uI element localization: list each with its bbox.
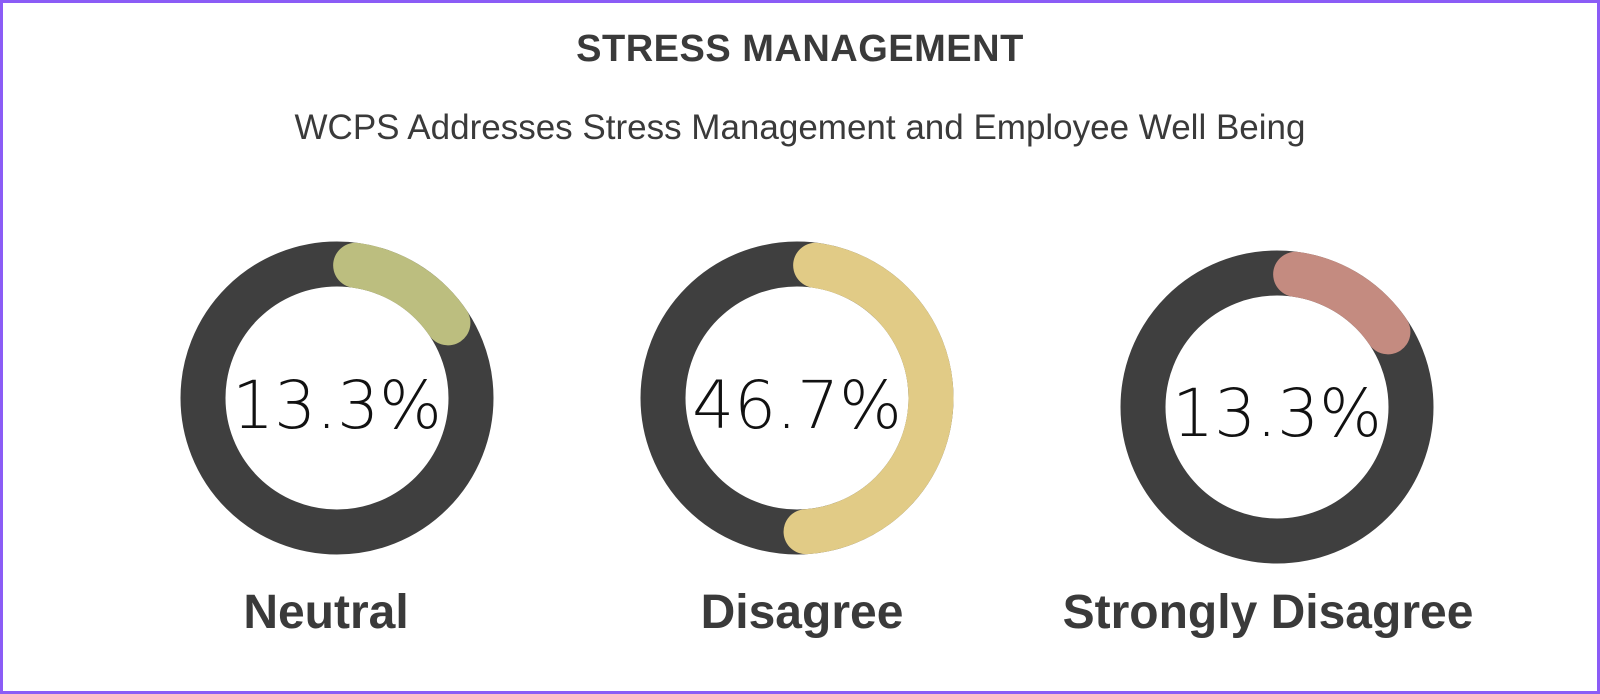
- donut-value-arc: [1273, 251, 1411, 355]
- donut-percentage-label: 13.3%: [1172, 375, 1382, 452]
- donut-percentage-label: 46.7%: [692, 367, 902, 444]
- donut-category-label: Disagree: [701, 586, 904, 639]
- donut-value-arc: [783, 242, 954, 555]
- donut-neutral: 13.3% Neutral: [180, 241, 494, 639]
- donut-category-label: Neutral: [243, 586, 408, 639]
- chart-title: STRESS MANAGEMENT: [576, 28, 1024, 70]
- donut-category-label: Strongly Disagree: [1063, 586, 1474, 639]
- donut-percentage-label: 13.3%: [232, 367, 442, 444]
- donut-strongly-disagree: 13.3% Strongly Disagree: [1063, 250, 1474, 639]
- donut-disagree: 46.7% Disagree: [640, 241, 954, 639]
- donut-value-arc: [333, 242, 471, 346]
- chart-subtitle: WCPS Addresses Stress Management and Emp…: [294, 108, 1306, 147]
